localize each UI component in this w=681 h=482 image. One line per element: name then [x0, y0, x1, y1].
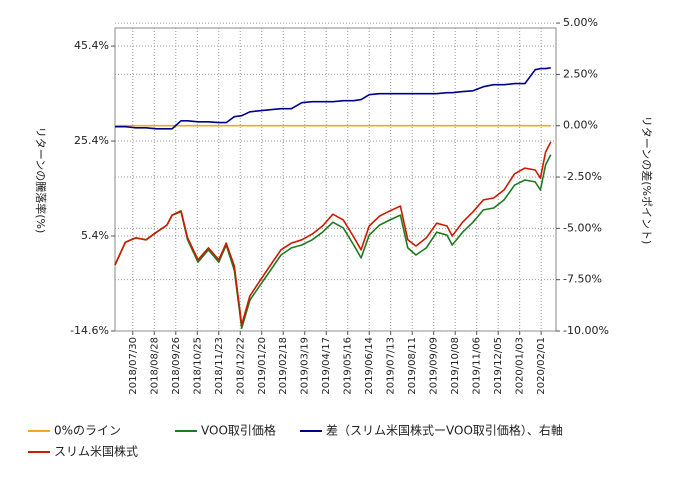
- x-tick-label: 2019/07/13: [386, 337, 397, 395]
- y2-axis-label: リターンの差(%ポイント): [640, 116, 654, 245]
- legend-label: VOO取引価格: [201, 423, 276, 438]
- x-tick-label: 2019/04/17: [321, 337, 332, 395]
- x-tick-label: 2019/06/14: [364, 337, 375, 395]
- x-tick-label: 2019/10/08: [450, 337, 461, 395]
- x-tick-label: 2019/08/11: [407, 337, 418, 395]
- x-tick-label: 2018/11/23: [214, 337, 225, 395]
- y2-tick-label: 5.00%: [563, 16, 598, 29]
- x-tick-label: 2018/07/30: [128, 337, 139, 395]
- y-tick-label: 5.4%: [81, 229, 109, 242]
- x-tick-label: 2018/08/28: [149, 337, 160, 395]
- plot-area: [114, 27, 557, 332]
- series-line: [115, 67, 551, 130]
- y2-tick-label: -2.50%: [563, 170, 602, 183]
- legend-label: 0%のライン: [54, 424, 121, 438]
- y-tick-label: 45.4%: [74, 39, 109, 52]
- x-tick-label: 2018/10/25: [192, 337, 203, 395]
- y2-tick-label: -10.00%: [563, 324, 609, 337]
- y-tick-label: -14.6%: [70, 324, 109, 337]
- x-tick-label: 2019/03/19: [300, 337, 311, 395]
- x-tick-label: 2018/09/26: [171, 337, 182, 395]
- x-tick-label: 2019/05/16: [343, 337, 354, 395]
- x-tick-label: 2019/02/18: [278, 337, 289, 395]
- series-line: [114, 141, 552, 326]
- x-tick-label: 2020/02/01: [536, 337, 547, 395]
- y-axis-label: リターンの騰落率(%): [34, 127, 48, 234]
- y2-tick-label: 2.50%: [563, 67, 598, 80]
- x-tick-label: 2019/09/09: [429, 337, 440, 395]
- y2-tick-label: -5.00%: [563, 221, 602, 234]
- legend-label: 差（スリム米国株式ーVOO取引価格）、右軸: [326, 423, 563, 438]
- x-tick-label: 2019/11/06: [472, 337, 483, 395]
- y2-tick-label: -7.50%: [563, 273, 602, 286]
- x-tick-label: 2018/12/22: [235, 337, 246, 395]
- y2-tick-label: 0.00%: [563, 119, 598, 132]
- legend-label: スリム米国株式: [54, 444, 138, 459]
- x-tick-label: 2019/01/20: [257, 337, 268, 395]
- y-tick-label: 25.4%: [74, 134, 109, 147]
- x-tick-label: 2019/12/05: [493, 337, 504, 395]
- x-tick-label: 2020/01/03: [515, 337, 526, 395]
